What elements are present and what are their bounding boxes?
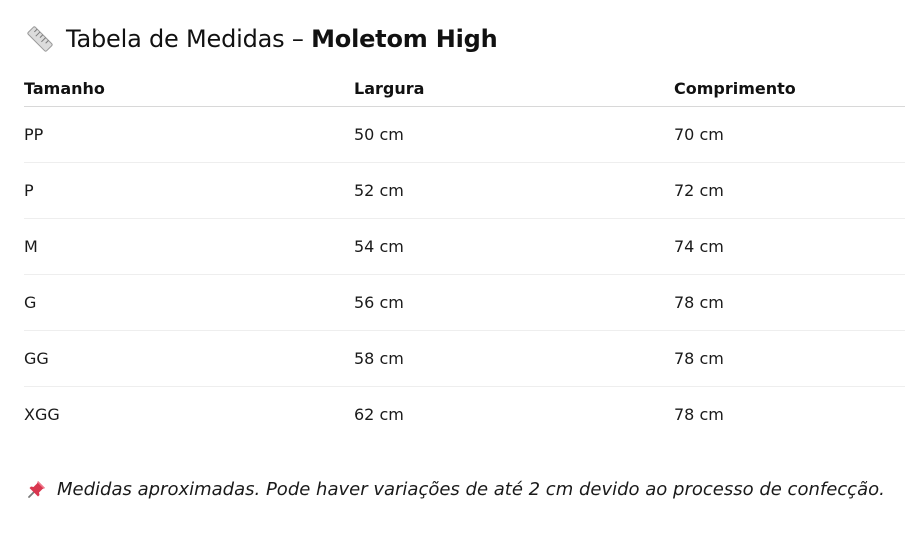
size-cell: P: [24, 162, 354, 219]
width-cell: 50 cm: [354, 106, 674, 163]
length-cell: 74 cm: [674, 218, 905, 275]
column-header-size: Tamanho: [24, 70, 354, 107]
column-header-length: Comprimento: [674, 70, 905, 107]
width-cell: 58 cm: [354, 330, 674, 387]
size-cell: GG: [24, 330, 354, 387]
size-cell: PP: [24, 106, 354, 163]
size-table: Tamanho Largura Comprimento PP 50 cm 70 …: [24, 70, 905, 442]
size-cell: XGG: [24, 405, 60, 424]
footnote: Medidas aproximadas. Pode haver variaçõe…: [26, 478, 885, 500]
length-cell: 70 cm: [674, 106, 905, 163]
width-cell: 54 cm: [354, 218, 674, 275]
width-cell: 62 cm: [354, 405, 404, 424]
length-cell: 78 cm: [674, 330, 905, 387]
page-title: Tabela de Medidas – Moletom High: [66, 25, 498, 53]
table-row: GG 58 cm 78 cm: [24, 330, 905, 387]
table-header-row: Tamanho Largura Comprimento: [24, 70, 905, 107]
length-cell: 72 cm: [674, 162, 905, 219]
pushpin-icon: [28, 481, 45, 498]
width-cell: 52 cm: [354, 162, 674, 219]
size-cell: M: [24, 218, 354, 275]
disclaimer-text: Medidas aproximadas. Pode haver variaçõe…: [57, 478, 885, 500]
width-cell: 56 cm: [354, 274, 674, 331]
length-cell: 78 cm: [674, 405, 724, 424]
ruler-icon: [27, 26, 53, 52]
title-prefix: Tabela de Medidas –: [66, 25, 312, 53]
table-row: M 54 cm 74 cm: [24, 218, 905, 275]
column-header-width: Largura: [354, 70, 674, 107]
table-row: PP 50 cm 70 cm: [24, 106, 905, 163]
table-row: XGG 62 cm 78 cm: [24, 387, 905, 443]
size-cell: G: [24, 274, 354, 331]
table-row: P 52 cm 72 cm: [24, 162, 905, 219]
table-row: G 56 cm 78 cm: [24, 274, 905, 331]
length-cell: 78 cm: [674, 274, 905, 331]
page-header: Tabela de Medidas – Moletom High: [26, 22, 498, 56]
product-name: Moletom High: [311, 25, 498, 53]
